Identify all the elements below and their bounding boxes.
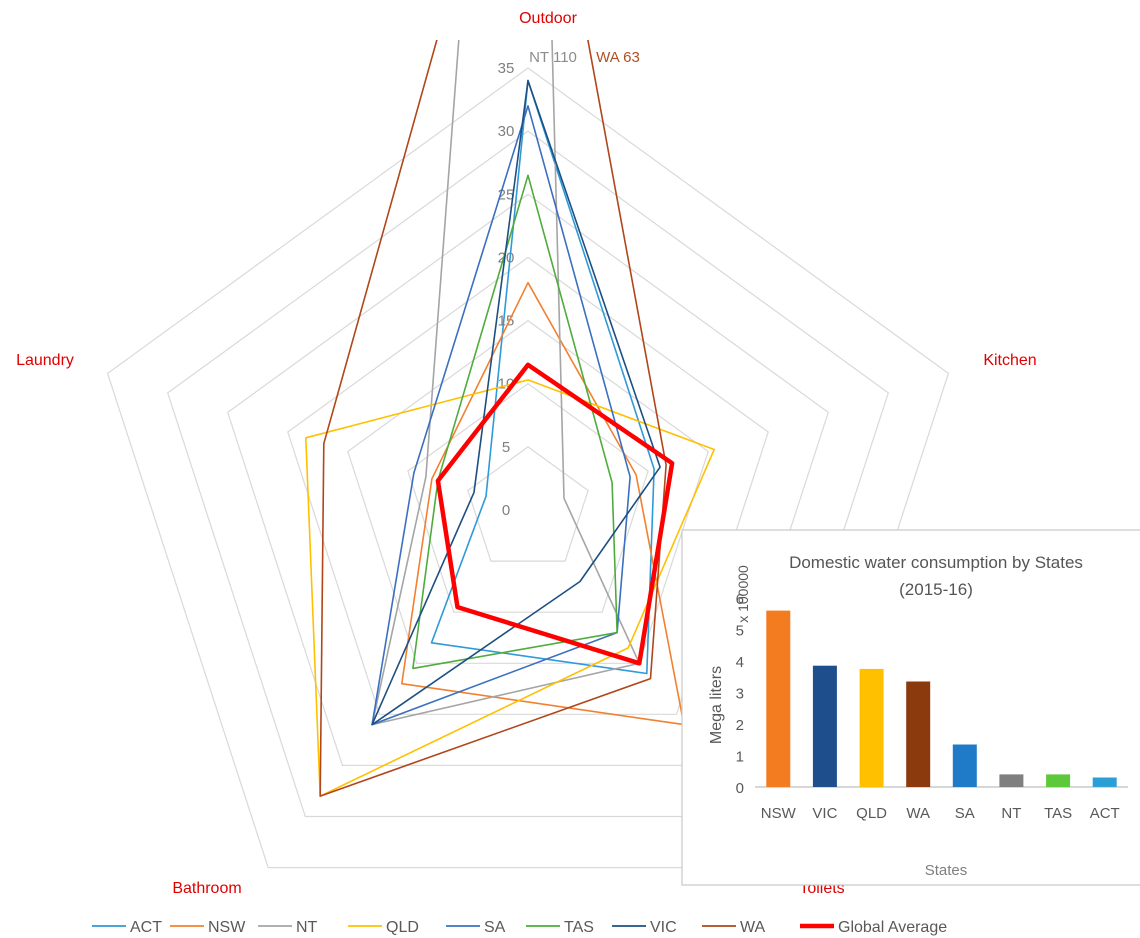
legend-label-sa: SA xyxy=(484,919,506,936)
legend-label-nt: NT xyxy=(296,919,318,936)
bar-y-tick-label: 0 xyxy=(736,780,744,797)
bar-x-tick-label: NT xyxy=(1001,805,1021,822)
bar-x-tick-label: NSW xyxy=(761,805,797,822)
radar-tick-label: 0 xyxy=(502,502,510,519)
radar-tick-label: 15 xyxy=(498,313,515,330)
legend-label-wa: WA xyxy=(740,919,766,936)
bar-y-tick-label: 3 xyxy=(736,686,744,703)
legend-label-act: ACT xyxy=(130,919,162,936)
bar-x-tick-label: ACT xyxy=(1090,805,1120,822)
bar-x-tick-label: TAS xyxy=(1044,805,1072,822)
bar-nt xyxy=(999,774,1024,787)
radar-axis-label-kitchen: Kitchen xyxy=(983,352,1036,369)
bar-vic xyxy=(812,665,837,787)
bar-nsw xyxy=(766,610,791,787)
radar-grid-ring xyxy=(467,446,589,562)
radar-series-tas xyxy=(412,174,618,670)
radar-grid-ring xyxy=(166,130,890,818)
bar-y-tick-label: 2 xyxy=(736,717,744,734)
annotation-wa-63: WA 63 xyxy=(596,49,640,66)
radar-tick-label: 30 xyxy=(498,123,515,140)
bar-y-tick-label: 4 xyxy=(736,654,744,671)
bar-sa xyxy=(952,744,977,787)
radar-tick-label: 5 xyxy=(502,439,510,456)
legend-label-tas: TAS xyxy=(564,919,594,936)
bar-y-tick-label: 6 xyxy=(736,591,744,608)
radar-series-global-average xyxy=(435,362,675,666)
radar-grid xyxy=(106,67,950,869)
inset-title-line-1: Domestic water consumption by States xyxy=(789,553,1083,572)
inset-title-line-2: (2015-16) xyxy=(899,580,973,599)
radar-series-act xyxy=(430,79,655,675)
bar-act xyxy=(1092,777,1117,787)
inset-bar-chart: Domestic water consumption by States (20… xyxy=(681,529,1140,886)
bar-x-tick-label: VIC xyxy=(812,805,837,822)
bar-wa xyxy=(906,681,931,787)
radar-tick-label: 35 xyxy=(498,60,515,77)
radar-series-wa xyxy=(319,40,667,797)
bar-x-axis-label: States xyxy=(925,862,968,879)
legend-label-nsw: NSW xyxy=(208,919,246,936)
legend: ACT NSW NT QLD SA TAS VIC WA Global Average xyxy=(92,919,947,936)
bar-y-axis-unit: x 100000 xyxy=(735,565,751,623)
radar-series-qld xyxy=(304,379,716,797)
radar-grid-ring xyxy=(226,193,830,767)
radar-grid-ring xyxy=(347,319,709,664)
bar-x-tick-label: SA xyxy=(955,805,975,822)
legend-label-qld: QLD xyxy=(386,919,419,936)
radar-axis-label-bathroom: Bathroom xyxy=(172,880,241,897)
radar-series-lines xyxy=(304,40,716,797)
radar-grid-ring xyxy=(287,256,769,715)
bar-x-tick-labels: NSW VIC QLD WA SA NT TAS ACT xyxy=(761,805,1120,822)
radar-series-sa xyxy=(371,105,631,726)
bar-y-tick-label: 5 xyxy=(736,623,744,640)
bar-tas xyxy=(1046,774,1071,787)
bar-y-tick-label: 1 xyxy=(736,749,744,766)
radar-axis-label-outdoor: Outdoor xyxy=(519,10,577,27)
bar-x-tick-label: WA xyxy=(906,805,930,822)
radar-axis-label-laundry: Laundry xyxy=(16,352,74,369)
annotation-nt-110: NT 110 xyxy=(529,49,577,66)
bar-y-axis-label: Mega liters xyxy=(708,666,725,744)
bar-bars xyxy=(766,610,1117,787)
bar-qld xyxy=(859,668,884,787)
radar-series-nt xyxy=(371,40,641,726)
legend-label-global-average: Global Average xyxy=(838,919,947,936)
bar-x-tick-label: QLD xyxy=(856,805,887,822)
legend-label-vic: VIC xyxy=(650,919,677,936)
offscale-annotations: NT 110 WA 63 xyxy=(529,49,640,66)
radar-grid-ring xyxy=(106,67,950,869)
